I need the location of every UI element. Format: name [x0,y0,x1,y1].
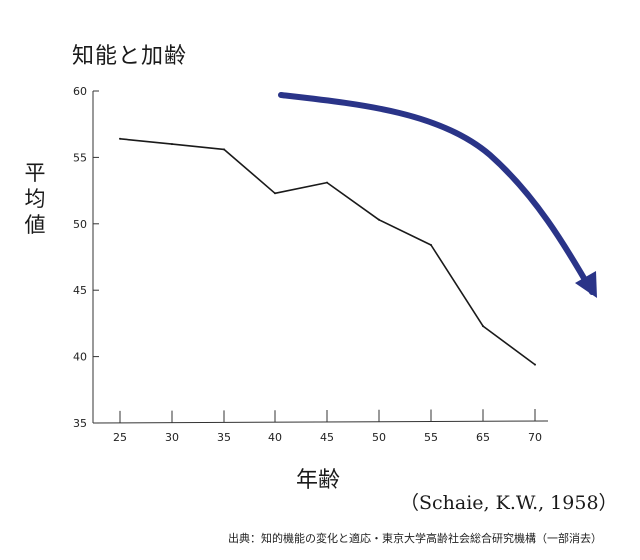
y-tick-label: 60 [73,85,87,98]
data-point [171,143,173,146]
data-point [430,244,432,246]
y-tick-label: 40 [73,351,87,364]
y-axis-label: 平均値 [24,161,46,237]
data-point [119,137,121,140]
x-axis-label: 年齢 [296,468,341,493]
x-tick-label: 30 [165,431,179,444]
source-note: 出典：知的機能の変化と適応・東京大学高齢社会総合研究機構（一部消去） [228,532,602,545]
chart-title: 知能と加齢 [72,44,188,69]
y-tick-label: 35 [73,417,87,430]
data-point [534,363,536,366]
x-tick-label: 35 [217,431,231,444]
y-tick-label: 50 [73,218,87,231]
citation: （Schaie, K.W., 1958） [400,492,618,514]
data-point [378,218,380,221]
x-tick-label: 50 [372,431,386,444]
x-tick-label: 45 [320,431,334,444]
trend-arrowhead [575,271,597,298]
y-tick-label: 55 [73,151,87,164]
data-point [326,181,328,184]
data-point [482,325,484,328]
trend-arrow [278,92,595,295]
series-line [119,138,536,366]
data-point [274,192,276,195]
x-tick-label: 55 [424,431,438,444]
x-tick-label: 25 [113,431,127,444]
y-tick-label: 45 [73,284,87,297]
x-tick-label: 70 [528,431,542,444]
x-tick-label: 65 [476,431,490,444]
data-point [223,148,225,151]
x-tick-label: 40 [268,431,282,444]
x-axis-line [92,420,549,424]
